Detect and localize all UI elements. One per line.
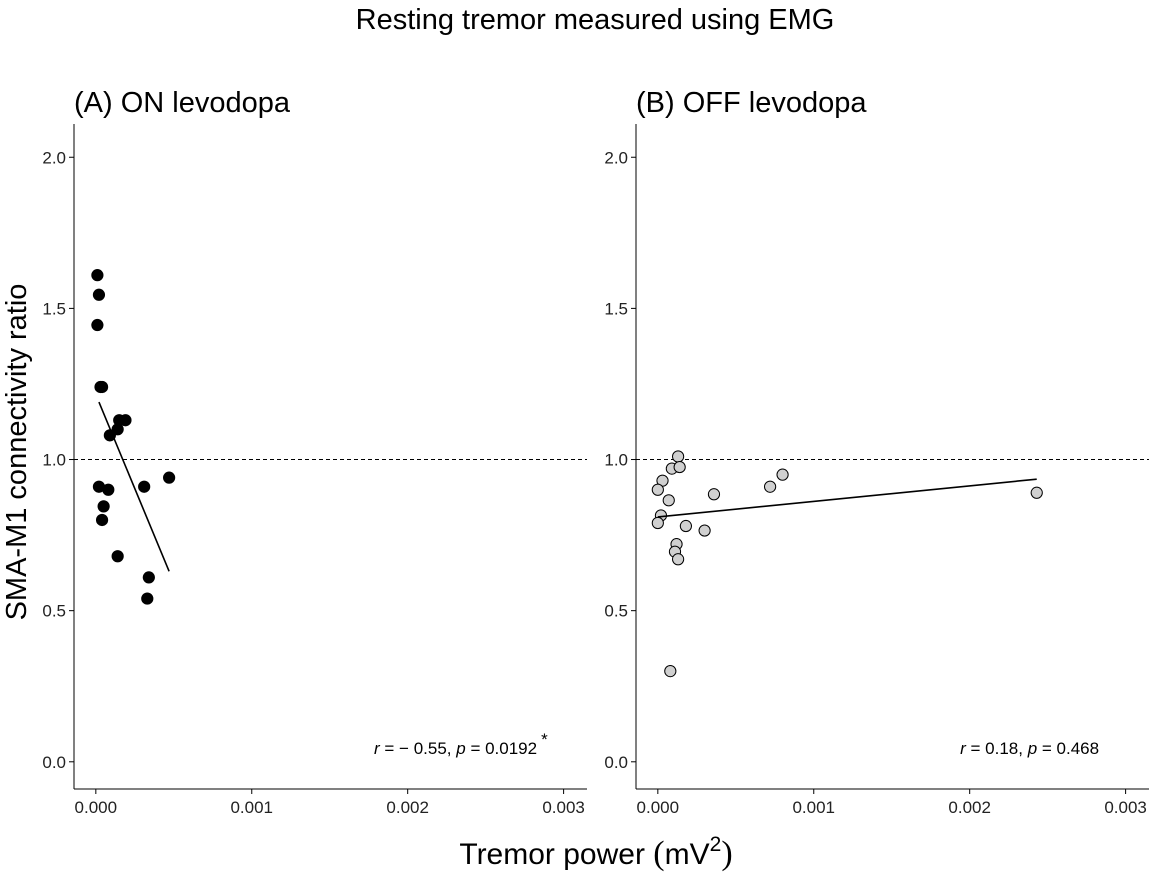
panel-title: (B) OFF levodopa — [636, 87, 867, 119]
data-point — [95, 513, 109, 527]
data-point — [111, 550, 124, 563]
data-point — [97, 500, 110, 513]
data-point — [94, 380, 107, 394]
data-point — [651, 516, 664, 530]
data-point — [672, 553, 685, 566]
y-tick-label: 1.5 — [604, 299, 628, 318]
data-point — [163, 471, 176, 484]
data-point — [776, 468, 789, 481]
x-tick-label: 0.000 — [637, 798, 680, 817]
x-tick-label: 0.002 — [948, 798, 991, 817]
data-point — [91, 318, 104, 332]
y-tick-label: 2.0 — [604, 148, 628, 167]
y-tick-label: 0.0 — [604, 753, 628, 772]
data-point — [141, 592, 154, 605]
data-point — [664, 665, 677, 678]
data-point — [119, 414, 132, 427]
annotation-p-symbol: p — [1027, 739, 1037, 758]
x-tick-label: 0.003 — [1104, 798, 1147, 817]
significance-asterisk: * — [541, 730, 548, 749]
x-axis-label-unit: mV — [665, 838, 710, 871]
data-point — [651, 483, 664, 496]
data-point — [138, 480, 151, 493]
x-tick-label: 0.001 — [792, 798, 835, 817]
x-axis-label-paren-close: ) — [721, 835, 732, 872]
y-tick-label: 1.0 — [42, 451, 66, 470]
data-point — [91, 269, 104, 282]
y-tick-label: 0.5 — [604, 602, 628, 621]
data-point — [92, 288, 106, 301]
annotation-r-symbol: r — [960, 739, 967, 758]
panel-b-off-levodopa: (B) OFF levodopa 0.0 0.5 1.0 1.5 2.0 0.000 0.00… — [604, 87, 1149, 817]
correlation-annotation: r = 0.18, p = 0.468 — [960, 739, 1099, 758]
y-axis-label: SMA-M1 connectivity ratio — [1, 284, 33, 621]
data-point — [707, 488, 721, 501]
y-tick-label: 0.0 — [42, 753, 66, 772]
data-point — [698, 524, 711, 537]
panel-title: (A) ON levodopa — [74, 87, 291, 119]
data-point — [679, 519, 692, 533]
data-point — [1030, 486, 1043, 499]
fit-line — [657, 478, 1037, 518]
x-axis-label-main: Tremor power — [459, 838, 653, 871]
data-point — [662, 494, 675, 507]
y-tick-label: 2.0 — [42, 148, 66, 167]
x-axis-label-paren-open: ( — [653, 835, 664, 872]
x-tick-label: 0.001 — [230, 798, 273, 817]
y-tick-label: 0.5 — [42, 602, 66, 621]
annotation-p-value: = 0.0192 — [466, 739, 537, 758]
x-axis-label-superscript: 2 — [710, 833, 722, 856]
data-point — [763, 480, 777, 493]
x-tick-label: 0.003 — [542, 798, 585, 817]
x-tick-label: 0.000 — [75, 798, 118, 817]
annotation-r-value: = 0.18, — [966, 739, 1028, 758]
data-point — [672, 450, 685, 463]
x-tick-label: 0.002 — [386, 798, 429, 817]
figure-title: Resting tremor measured using EMG — [356, 4, 835, 36]
panel-a-on-levodopa: (A) ON levodopa 0.0 0.5 1.0 1.5 2.0 0.000 0.001… — [42, 87, 587, 817]
data-point — [673, 460, 686, 474]
annotation-r-symbol: r — [374, 739, 381, 758]
fit-line — [98, 401, 170, 572]
x-axis-label: Tremor power (mV2) — [459, 833, 732, 872]
annotation-r-value: = − 0.55, — [380, 739, 457, 758]
y-tick-label: 1.5 — [42, 299, 66, 318]
data-point — [142, 571, 155, 584]
annotation-p-value: = 0.468 — [1037, 739, 1099, 758]
y-tick-label: 1.0 — [604, 451, 628, 470]
annotation-p-symbol: p — [455, 739, 465, 758]
data-point — [102, 483, 115, 496]
correlation-annotation: r = − 0.55, p = 0.0192 — [374, 739, 537, 758]
